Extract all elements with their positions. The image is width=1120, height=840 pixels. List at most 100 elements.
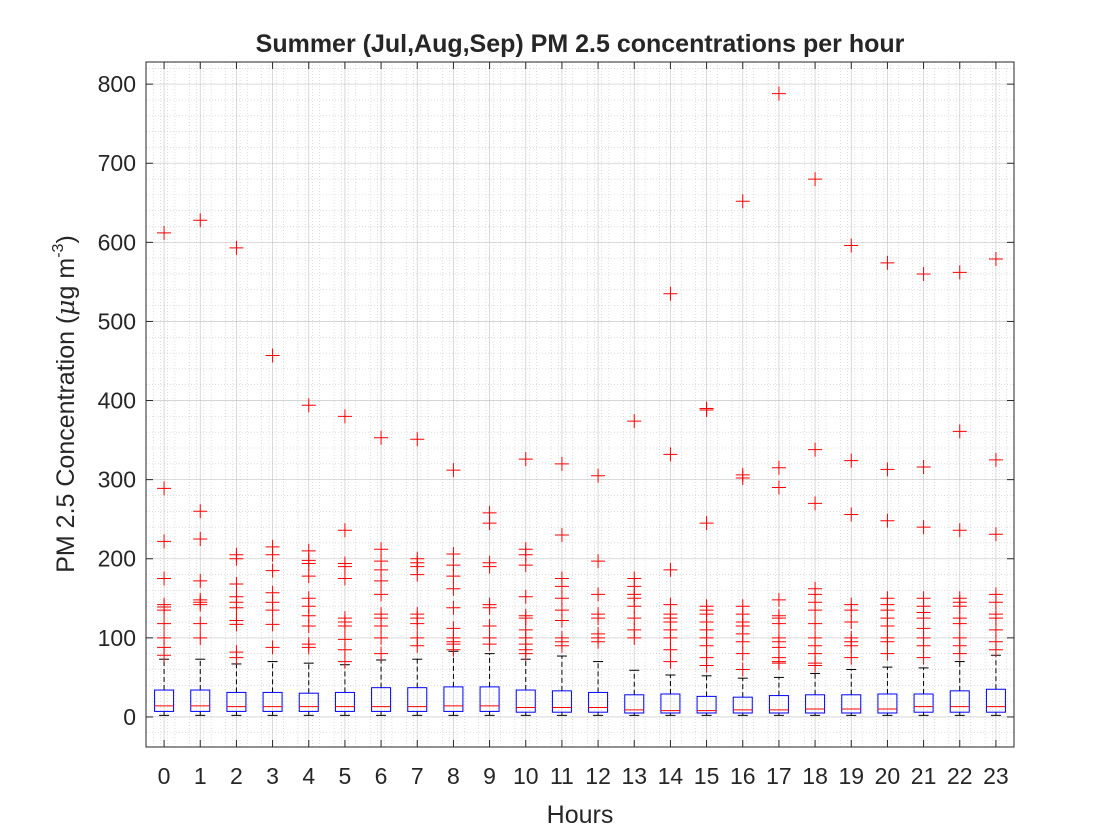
x-tick-label: 18 xyxy=(802,763,828,789)
outlier-point xyxy=(735,471,750,486)
outlier-point xyxy=(771,616,786,631)
outlier-point xyxy=(374,630,389,645)
outlier-point xyxy=(952,424,967,439)
outlier-point xyxy=(663,286,678,301)
outlier-point xyxy=(193,573,208,588)
y-tick-label: 100 xyxy=(98,625,136,651)
x-tick-label: 7 xyxy=(411,763,424,789)
outlier-point xyxy=(193,616,208,631)
outlier-point xyxy=(554,528,569,543)
outlier-point xyxy=(663,654,678,669)
box-hour-4 xyxy=(298,398,319,716)
iqr-box xyxy=(154,689,175,712)
outlier-point xyxy=(229,617,244,632)
outlier-point xyxy=(193,531,208,546)
box-hour-8 xyxy=(443,463,464,716)
outlier-point xyxy=(518,611,533,626)
outlier-point xyxy=(988,452,1003,467)
outlier-point xyxy=(229,650,244,665)
x-tick-label: 0 xyxy=(158,763,171,789)
outlier-point xyxy=(735,662,750,677)
outlier-point xyxy=(771,480,786,495)
box-hour-12 xyxy=(588,468,609,716)
minor-grid xyxy=(146,62,1014,747)
x-tick-label: 19 xyxy=(838,763,864,789)
outlier-point xyxy=(808,603,823,618)
outlier-point xyxy=(916,650,931,665)
outlier-point xyxy=(808,172,823,187)
x-tick-label: 17 xyxy=(766,763,792,789)
x-axis-label: Hours xyxy=(547,801,614,829)
outlier-point xyxy=(410,638,425,653)
outlier-point xyxy=(374,542,389,557)
outlier-point xyxy=(337,409,352,424)
y-tick-label: 500 xyxy=(98,308,136,334)
outlier-point xyxy=(844,615,859,630)
iqr-box xyxy=(696,695,717,714)
outlier-point xyxy=(482,618,497,633)
y-axis-label-main: PM 2.5 Concentration ( xyxy=(52,315,80,573)
x-tick-label: 23 xyxy=(983,763,1009,789)
outlier-point xyxy=(916,266,931,281)
iqr-box xyxy=(190,689,211,712)
outlier-point xyxy=(265,603,280,618)
iqr-box xyxy=(226,691,247,712)
outlier-point xyxy=(337,642,352,657)
outlier-point xyxy=(844,453,859,468)
box-hour-7 xyxy=(407,432,428,716)
y-axis-label-unit: g m xyxy=(52,258,80,300)
outlier-point xyxy=(627,630,642,645)
outlier-point xyxy=(916,520,931,535)
y-tick-label: 700 xyxy=(98,150,136,176)
outlier-point xyxy=(554,591,569,606)
y-tick-label: 800 xyxy=(98,71,136,97)
box-hour-18 xyxy=(805,172,826,716)
outlier-point xyxy=(374,618,389,633)
outlier-point xyxy=(157,648,172,663)
outlier-point xyxy=(952,646,967,661)
outlier-point xyxy=(265,547,280,562)
outlier-point xyxy=(771,460,786,475)
outlier-point xyxy=(157,603,172,618)
outlier-point xyxy=(988,251,1003,266)
outlier-point xyxy=(916,638,931,653)
iqr-box xyxy=(985,688,1006,713)
x-tick-label: 4 xyxy=(302,763,315,789)
outlier-point xyxy=(410,616,425,631)
iqr-box xyxy=(841,694,862,714)
axis-ticks xyxy=(146,62,1014,747)
outlier-point xyxy=(482,559,497,574)
box-hour-13 xyxy=(624,414,645,716)
iqr-box xyxy=(515,689,536,713)
outlier-point xyxy=(952,265,967,280)
outlier-point xyxy=(337,654,352,669)
outlier-point xyxy=(880,255,895,270)
iqr-box xyxy=(443,686,464,712)
outlier-point xyxy=(301,556,316,571)
outlier-point xyxy=(554,638,569,653)
outlier-point xyxy=(699,658,714,673)
outlier-point xyxy=(844,603,859,618)
box-hour-1 xyxy=(190,213,211,716)
box-hour-0 xyxy=(154,225,175,716)
x-tick-labels: 0 1 2 3 4 5 6 7 8 9 10 11 12 13 14 15 16 17 18 19 20 21 22 23 xyxy=(158,763,1009,789)
x-tick-label: 8 xyxy=(447,763,460,789)
outlier-point xyxy=(265,617,280,632)
box-hour-19 xyxy=(841,238,862,716)
box-hour-10 xyxy=(515,452,536,716)
y-axis-label-mu: μ xyxy=(51,299,80,315)
outlier-point xyxy=(337,618,352,633)
iqr-box xyxy=(805,694,826,714)
x-tick-label: 9 xyxy=(483,763,496,789)
outlier-point xyxy=(952,523,967,538)
box-hour-20 xyxy=(877,255,898,716)
outlier-point xyxy=(771,592,786,607)
outlier-point xyxy=(374,573,389,588)
outlier-point xyxy=(193,597,208,612)
outlier-point xyxy=(410,432,425,447)
outlier-point xyxy=(229,577,244,592)
chart-title: Summer (Jul,Aug,Sep) PM 2.5 concentratio… xyxy=(256,30,905,58)
outlier-point xyxy=(844,507,859,522)
outlier-point xyxy=(157,571,172,586)
outlier-point xyxy=(265,563,280,578)
